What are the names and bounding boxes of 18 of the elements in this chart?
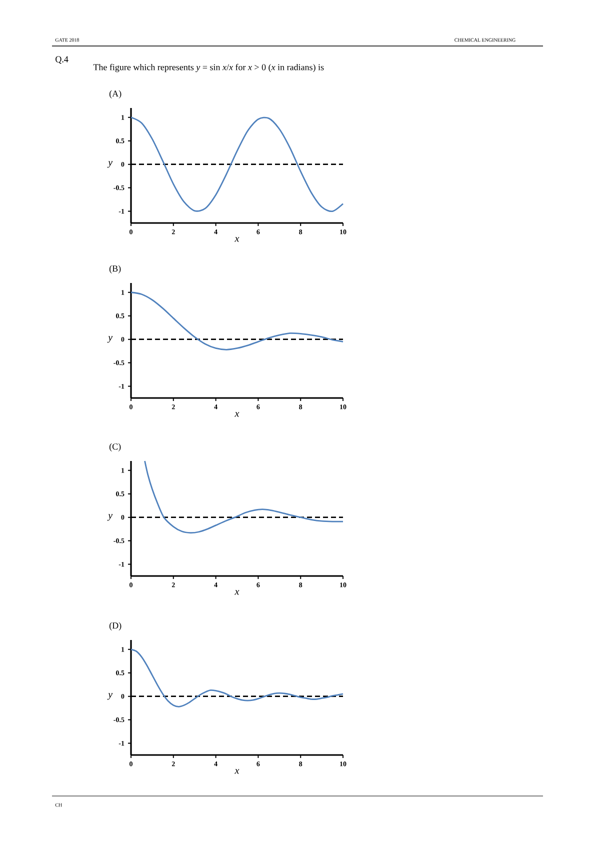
y-axis-title: y [107, 336, 113, 343]
chart-title: (A) [109, 90, 122, 98]
x-axis-title: x [234, 237, 240, 242]
x-axis-title: x [234, 590, 240, 595]
x-axis-title: x [234, 769, 240, 774]
line-series [130, 116, 344, 212]
line-series [144, 460, 344, 534]
y-axis-title: y [107, 514, 113, 521]
line-series [130, 648, 344, 708]
line-series [130, 292, 344, 350]
chart-title: (C) [109, 443, 121, 452]
y-axis-title: y [107, 160, 113, 168]
chart-title: (B) [109, 265, 121, 274]
x-axis-title: x [234, 412, 240, 417]
chart-title: (D) [109, 622, 122, 630]
y-axis-title: y [107, 692, 113, 700]
text: The figure which represents y = sin x/x for x > 0 (x in radians) is [93, 64, 324, 72]
text: Q.4 [56, 56, 68, 64]
